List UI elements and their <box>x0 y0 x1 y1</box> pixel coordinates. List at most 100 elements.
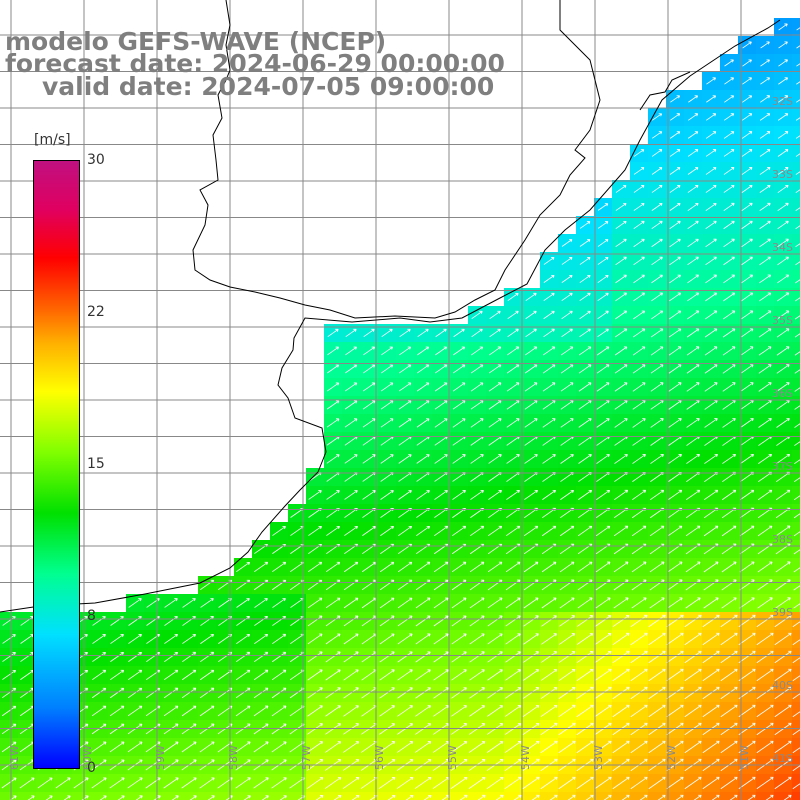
wind-arrow <box>379 651 395 663</box>
wind-arrow <box>738 632 756 646</box>
wind-cell <box>72 792 90 800</box>
wind-arrow <box>774 740 792 754</box>
wind-arrow <box>523 597 539 609</box>
wind-arrow <box>723 292 736 302</box>
wind-arrow <box>558 776 576 790</box>
wind-arrow <box>631 561 647 573</box>
wind-cell <box>0 792 18 800</box>
wind-arrow <box>343 597 359 609</box>
wind-arrow <box>686 454 700 464</box>
wind-cell <box>558 792 576 800</box>
wind-arrow <box>597 328 609 338</box>
wind-arrow <box>704 328 718 338</box>
wind-arrow <box>164 634 178 644</box>
wind-arrow <box>254 651 269 663</box>
wind-arrow <box>561 257 573 265</box>
wind-arrow <box>739 489 755 501</box>
wind-arrow <box>702 776 720 790</box>
wind-arrow <box>615 256 627 266</box>
wind-arrow <box>576 776 594 790</box>
wind-arrow <box>398 364 412 374</box>
wind-arrow <box>596 489 611 500</box>
wind-arrow <box>793 531 800 537</box>
wind-arrow <box>667 561 683 573</box>
wind-arrow <box>757 489 773 501</box>
wind-arrow <box>453 346 466 356</box>
wind-arrow <box>560 400 574 410</box>
wind-arrow <box>795 243 800 248</box>
wind-arrow <box>416 490 430 500</box>
wind-arrow <box>164 598 178 608</box>
wind-arrow <box>488 382 502 392</box>
wind-arrow <box>540 740 558 754</box>
wind-arrow <box>742 41 752 49</box>
wind-arrow <box>705 167 717 175</box>
wind-arrow <box>540 704 558 717</box>
wind-arrow <box>759 256 771 266</box>
wind-arrow <box>253 777 269 789</box>
wind-arrow <box>558 704 576 718</box>
wind-arrow <box>633 238 645 248</box>
wind-arrow <box>705 274 717 284</box>
wind-cell <box>234 792 252 800</box>
wind-arrow <box>630 704 648 718</box>
wind-arrow <box>702 632 720 646</box>
wind-cell <box>216 792 234 800</box>
wind-arrow <box>145 741 161 753</box>
wind-arrow <box>343 705 359 717</box>
wind-cell <box>792 540 800 558</box>
wind-arrow <box>579 221 591 229</box>
wind-arrow <box>650 346 664 356</box>
wind-arrow <box>703 525 719 537</box>
wind-arrow <box>506 364 520 374</box>
wind-arrow <box>423 794 432 800</box>
wind-arrow <box>560 418 574 428</box>
wind-arrow <box>343 633 359 645</box>
wind-arrow <box>345 364 358 374</box>
lat-label: 34S <box>772 241 793 254</box>
wind-arrow <box>796 27 800 31</box>
wind-arrow <box>495 794 504 800</box>
wind-arrow <box>720 704 738 718</box>
wind-arrow <box>307 651 323 663</box>
wind-arrow <box>522 705 540 717</box>
wind-arrow <box>559 561 575 573</box>
wind-arrow <box>795 279 800 284</box>
wind-arrow <box>793 603 800 609</box>
wind-arrow <box>704 382 718 392</box>
wind-arrow <box>489 328 501 338</box>
wind-arrow <box>686 400 700 410</box>
wind-arrow <box>777 220 789 230</box>
wind-arrow <box>450 776 468 789</box>
wind-arrow <box>380 490 394 500</box>
wind-arrow <box>308 526 322 536</box>
wind-arrow <box>522 740 540 753</box>
wind-arrow <box>452 454 466 464</box>
wind-arrow <box>344 454 358 464</box>
lat-label: 36S <box>772 387 793 400</box>
wind-arrow <box>363 328 375 338</box>
wind-arrow <box>757 579 773 591</box>
wind-arrow <box>433 651 449 663</box>
wind-arrow <box>542 382 556 392</box>
wind-arrow <box>470 418 484 428</box>
wind-arrow <box>633 149 645 157</box>
wind-arrow <box>633 167 645 175</box>
wind-arrow <box>469 633 485 645</box>
wind-arrow <box>163 777 179 789</box>
wind-arrow <box>724 77 734 85</box>
wind-arrow <box>578 400 592 410</box>
wind-arrow <box>470 490 484 500</box>
wind-arrow <box>326 418 340 428</box>
wind-cell <box>792 468 800 486</box>
wind-arrow <box>576 686 594 700</box>
wind-arrow <box>451 687 467 699</box>
wind-cell <box>792 450 800 468</box>
wind-arrow <box>398 454 412 464</box>
wind-arrow <box>164 651 179 662</box>
wind-arrow <box>722 310 736 320</box>
wind-cell <box>792 486 800 504</box>
wind-arrow <box>235 741 251 753</box>
wind-cell <box>702 792 720 800</box>
